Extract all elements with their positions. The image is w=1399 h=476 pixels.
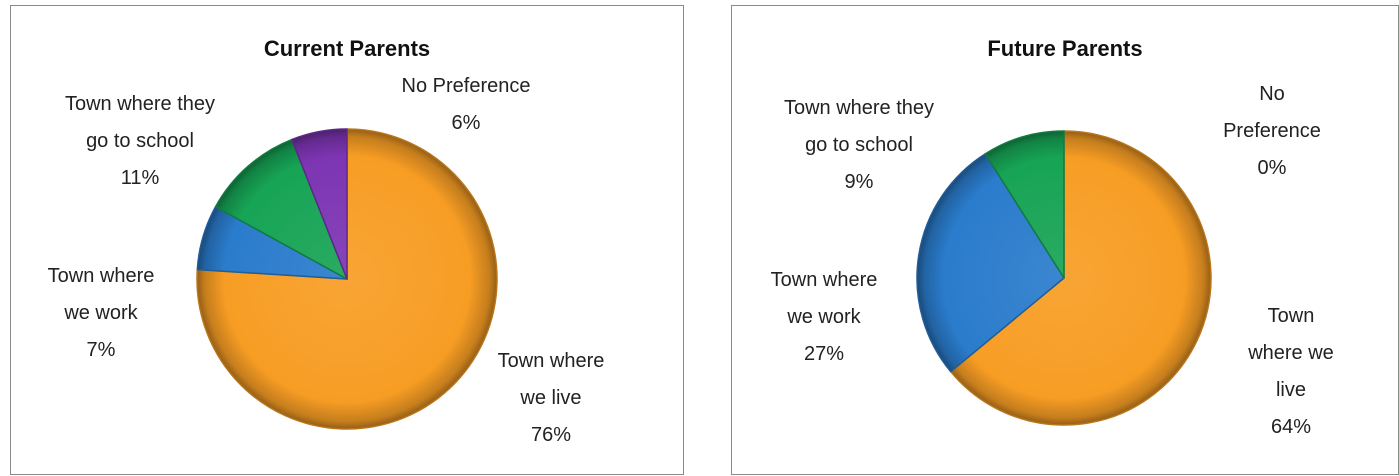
chart-panel-future: Future Parents No Preference 0% Town whe… [731, 5, 1399, 475]
label-work: Town where we work 27% [770, 269, 878, 365]
chart-title: Current Parents [263, 36, 431, 61]
label-work: Town where we work 7% [47, 265, 155, 361]
label-live: Town where we live 76% [497, 350, 605, 446]
pie-slice-live [196, 128, 498, 430]
chart-panel-current: Current Parents No Preference 6% Town wh… [10, 5, 684, 475]
pie-slice-school [214, 138, 348, 280]
pie-slice-live [949, 130, 1212, 426]
pie-slice-none [291, 128, 348, 280]
label-no-preference: No Preference 6% [401, 75, 531, 134]
label-live: Town where we live 64% [1248, 305, 1334, 438]
label-school: Town where they go to school 9% [783, 97, 935, 193]
label-no-preference: No Preference 0% [1223, 83, 1321, 179]
pie-chart-current [196, 128, 498, 430]
label-school: Town where they go to school 11% [64, 93, 216, 189]
pie-slice-work [916, 153, 1065, 373]
pie-slice-school [984, 130, 1065, 279]
chart-title: Future Parents [987, 36, 1143, 61]
pie-chart-future [916, 130, 1212, 426]
